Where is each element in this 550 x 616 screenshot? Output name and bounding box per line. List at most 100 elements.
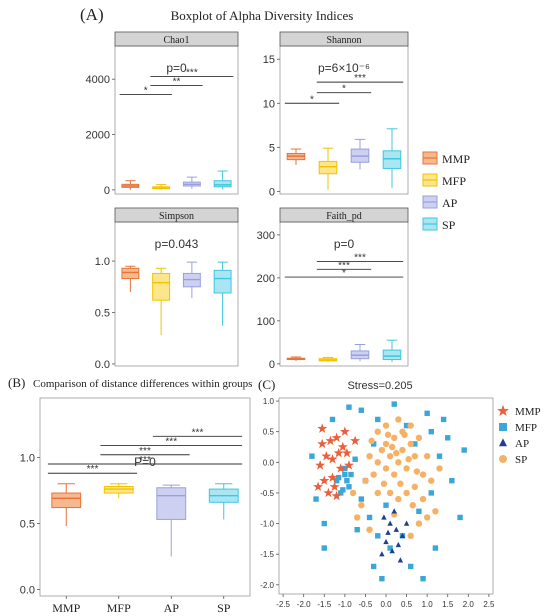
stat-text: p=0 [334,237,355,251]
box-panel-b: 0.00.51.0 P=0***************MMP MFP AP SP [20,397,251,615]
point-ap [391,508,397,514]
point-sp [353,514,361,521]
point-sp [409,501,416,509]
point-mfp [440,416,447,423]
point-ap [395,541,402,548]
y-tick-label: 0.5 [95,308,110,320]
point-sp [370,471,377,478]
x-tick-label: 1.0 [422,600,434,609]
x-tick-label: MFP [107,601,131,615]
y-tick-label: 0.0 [263,458,275,467]
point-mfp [329,416,336,423]
x-tick-label: 0.0 [380,600,392,609]
stat-text: p=6×10⁻⁶ [318,61,370,75]
y-tick-label: 300 [257,230,275,242]
x-tick-label: MMP [52,601,80,615]
point-sp [403,465,410,472]
y-tick-label: 1.0 [263,397,275,406]
facet-title: Shannon [327,35,362,46]
legend-marker-sp [499,455,507,463]
x-tick-label: -2.5 [276,600,290,609]
y-tick-label: 2000 [86,130,110,142]
legend-label-ap: AP [442,196,458,210]
y-tick-label: 0 [104,185,110,197]
facet-title: Simpson [159,211,194,222]
point-mfp [428,428,434,435]
point-mfp [432,545,439,551]
legend-marker-ap [499,438,507,447]
significance-label: *** [139,455,151,466]
point-sp [386,452,394,460]
significance-label: *** [186,67,198,78]
point-mfp [342,465,348,472]
point-sp [399,446,406,454]
panel-b-title: Comparison of distance differences withi… [33,378,252,390]
plot-area [279,221,409,367]
point-mfp [321,520,327,527]
point-mfp [407,563,414,570]
point-sp [411,483,419,491]
point-mmp [325,435,336,446]
point-mfp [348,471,354,478]
legend-c: MMP MFP AP SP [497,404,541,466]
point-mmp [315,460,326,470]
point-mfp [333,477,340,484]
y-tick-label: -1.5 [260,550,274,559]
point-mfp [416,508,422,515]
stat-text: P=0 [134,455,156,469]
point-mmp [327,454,338,464]
y-tick-label: -1.0 [260,520,274,529]
legend-label-sp: SP [442,218,456,232]
box-mfp [152,272,171,301]
point-sp [397,480,404,487]
point-sp [362,477,369,484]
point-mfp [379,575,385,582]
box-mfp [318,160,338,175]
significance-label: *** [354,253,366,264]
point-mfp [461,447,467,453]
x-tick-label: -2.0 [297,600,311,609]
point-sp [382,440,390,448]
y-tick-label: 15 [263,54,275,66]
point-sp [391,434,398,442]
point-sp [432,508,439,515]
box-sp [213,180,232,188]
point-sp [374,489,381,497]
y-tick-label: 0.5 [263,428,275,437]
point-mmp [321,450,332,461]
point-mmp [327,472,338,482]
point-mmp [313,481,324,492]
point-sp [419,471,427,478]
point-mfp [354,526,360,533]
point-mfp [391,401,397,407]
point-mmp [350,435,361,446]
point-mfp [344,477,350,484]
point-mfp [375,533,381,539]
point-ap [393,526,399,532]
point-ap [383,538,389,545]
point-sp [407,422,414,429]
significance-label: *** [165,437,177,448]
y-tick-label: -2.0 [260,581,274,590]
plot-area [278,397,494,595]
point-ap [379,551,385,557]
point-sp [401,431,408,438]
point-sp [349,489,357,497]
point-ap [385,529,391,535]
point-sp [368,437,375,445]
y-tick-label: 0 [269,359,275,371]
significance-label: * [342,268,346,279]
point-mmp [337,441,348,452]
box-sp [382,150,402,169]
point-mmp [339,426,350,436]
significance-label: *** [192,427,204,438]
point-mmp [333,447,344,458]
box-sp [213,269,232,294]
point-ap [381,514,387,520]
y-tick-label: 10 [263,98,275,110]
x-tick-label: -0.5 [359,600,373,609]
point-ap [399,532,406,538]
